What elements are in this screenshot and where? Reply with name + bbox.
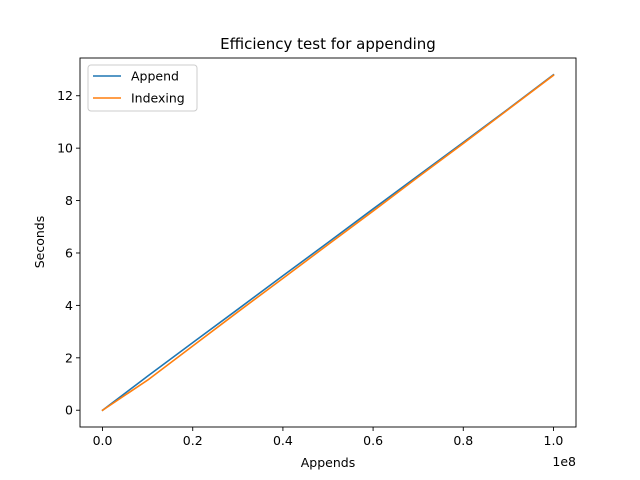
y-axis-label: Seconds xyxy=(32,216,47,269)
x-axis-offset-label: 1e8 xyxy=(552,454,576,469)
legend-label-indexing: Indexing xyxy=(131,91,185,106)
y-axis-ticks: 0 2 4 6 8 10 12 xyxy=(57,88,80,418)
x-tick-label: 0.8 xyxy=(453,433,473,448)
legend-label-append: Append xyxy=(131,69,179,84)
y-tick-label: 12 xyxy=(57,88,73,103)
y-tick-label: 4 xyxy=(65,298,73,313)
x-tick-label: 0.4 xyxy=(273,433,293,448)
legend: Append Indexing xyxy=(87,64,198,112)
x-tick-label: 0.2 xyxy=(183,433,203,448)
chart-title: Efficiency test for appending xyxy=(220,35,436,53)
plot-frame xyxy=(79,57,577,428)
x-axis-label: Appends xyxy=(301,455,355,470)
y-tick-label: 6 xyxy=(65,245,73,260)
x-axis-ticks: 0.0 0.2 0.4 0.6 0.8 1.0 xyxy=(93,427,564,448)
x-tick-label: 0.0 xyxy=(93,433,113,448)
y-tick-label: 10 xyxy=(57,141,73,156)
x-tick-label: 0.6 xyxy=(363,433,383,448)
y-tick-label: 8 xyxy=(65,193,73,208)
y-tick-label: 0 xyxy=(65,403,73,418)
x-tick-label: 1.0 xyxy=(544,433,564,448)
plot-lines xyxy=(101,73,555,412)
axes xyxy=(79,57,577,428)
series-line-indexing xyxy=(101,74,555,412)
y-tick-label: 2 xyxy=(65,350,73,365)
